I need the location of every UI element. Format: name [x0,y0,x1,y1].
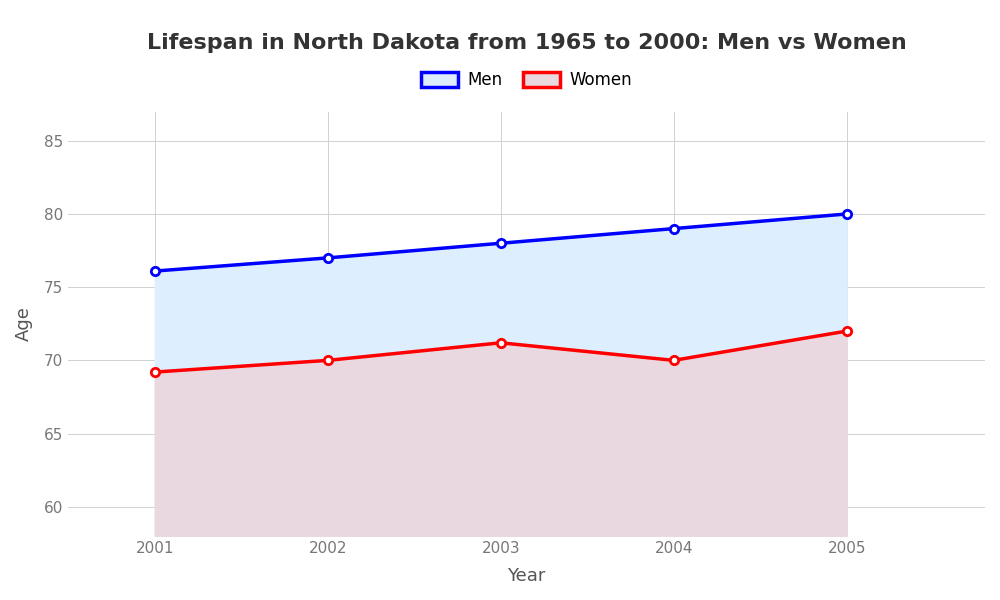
Legend: Men, Women: Men, Women [414,65,639,96]
Y-axis label: Age: Age [15,307,33,341]
X-axis label: Year: Year [507,567,546,585]
Title: Lifespan in North Dakota from 1965 to 2000: Men vs Women: Lifespan in North Dakota from 1965 to 20… [147,33,907,53]
